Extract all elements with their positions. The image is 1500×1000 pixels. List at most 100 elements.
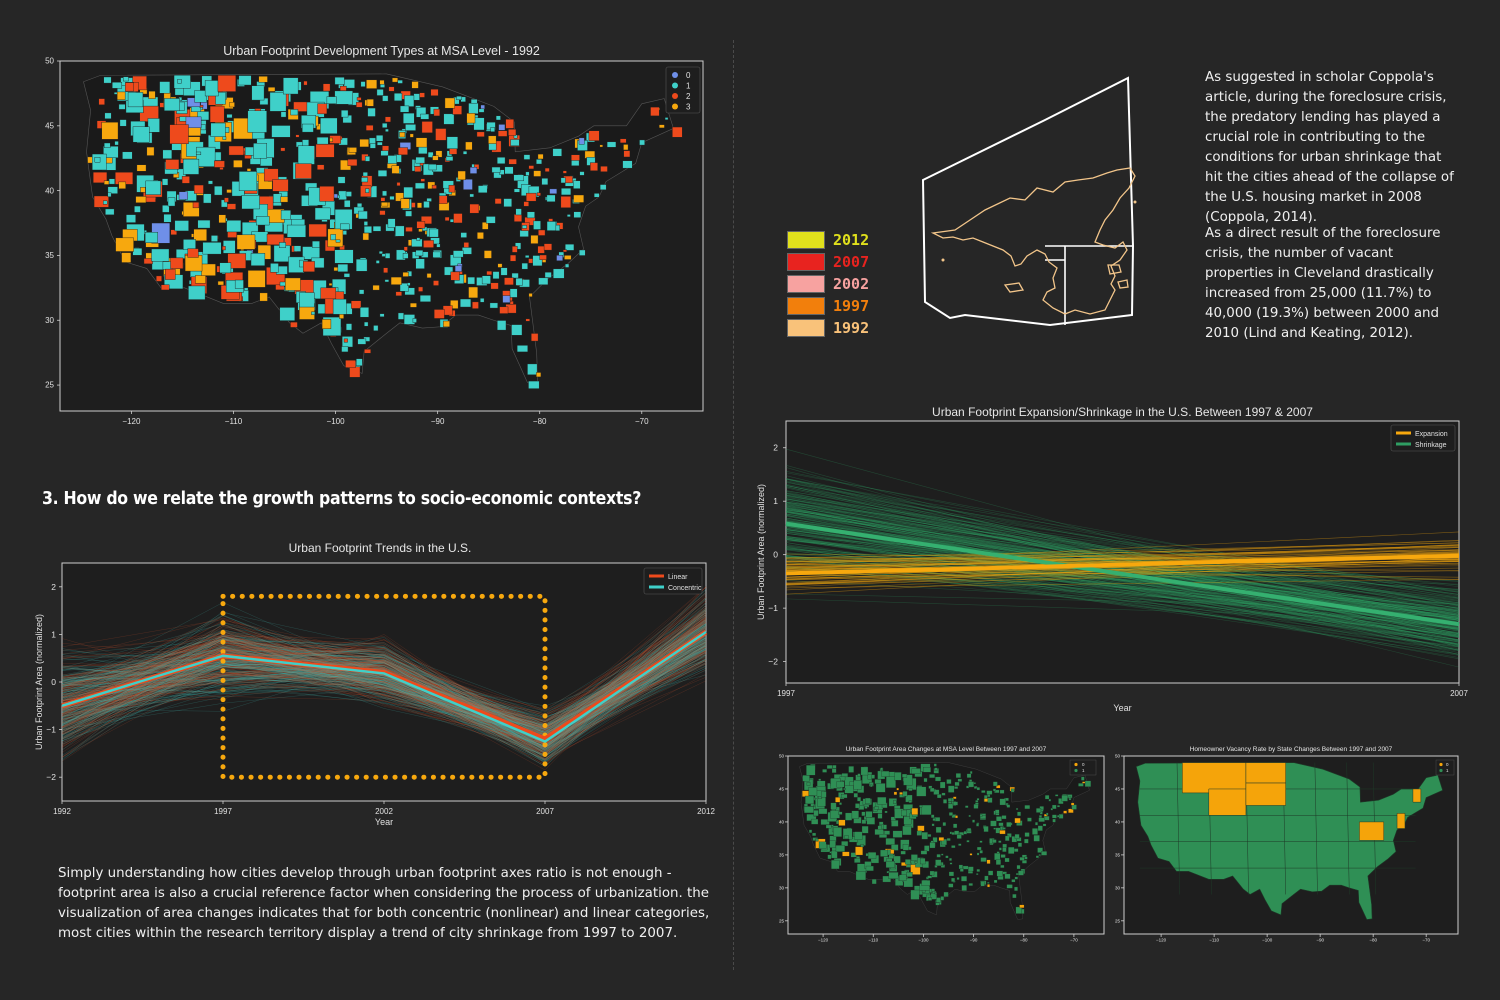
msa-region <box>910 854 918 861</box>
msa-region <box>93 195 109 208</box>
msa-region <box>993 827 996 830</box>
trend-line <box>61 598 707 749</box>
shrinkage-line <box>785 537 1460 634</box>
msa-region <box>348 147 357 153</box>
msa-region <box>952 801 958 806</box>
msa-region <box>314 207 331 220</box>
trend-line <box>61 618 707 741</box>
msa-region <box>922 861 929 868</box>
shrinkage-line <box>785 486 1460 636</box>
trend-line <box>61 649 707 738</box>
msa-region <box>968 781 974 788</box>
trend-line <box>61 591 707 751</box>
msa-region <box>941 792 946 796</box>
msa-region <box>1035 855 1039 859</box>
msa-region <box>888 872 899 879</box>
msa-region <box>497 263 503 268</box>
x-tick-label: −120 <box>122 417 141 426</box>
trend-line <box>61 619 707 736</box>
msa-region <box>877 813 883 819</box>
msa-region <box>973 804 979 809</box>
y-tick-label: −2 <box>46 772 56 782</box>
trend-line <box>61 625 707 730</box>
shrinkage-line <box>785 501 1460 588</box>
shrinkage-line <box>785 494 1460 621</box>
msa-region <box>899 874 907 881</box>
msa-region <box>526 192 537 202</box>
shrinkage-line <box>785 538 1460 605</box>
legend-label: 1 <box>1446 768 1449 773</box>
trend-line <box>61 632 707 746</box>
msa-region <box>403 186 414 199</box>
trend-line <box>61 638 707 725</box>
msa-region <box>443 320 450 328</box>
shrinkage-line <box>785 548 1460 626</box>
msa-region <box>340 223 350 230</box>
x-tick-label: 2007 <box>536 807 554 816</box>
trend-line <box>61 654 707 757</box>
msa-region <box>882 875 891 883</box>
msa-region <box>908 788 913 791</box>
msa-region <box>226 220 242 233</box>
msa-region <box>564 255 572 260</box>
state-highlight <box>1182 762 1247 794</box>
msa-region <box>805 795 815 805</box>
msa-region <box>864 805 868 809</box>
expansion-line <box>785 565 1460 570</box>
msa-region <box>238 75 252 86</box>
trend-line <box>61 604 707 771</box>
msa-region <box>521 262 528 270</box>
year-swatch <box>787 231 825 249</box>
cleveland-island <box>1003 282 1025 293</box>
msa-region <box>939 781 946 789</box>
msa-region <box>178 191 188 200</box>
msa-region <box>308 223 327 238</box>
trend-line <box>61 614 707 760</box>
shrinkage-line <box>785 571 1460 634</box>
expansion-line <box>785 531 1460 565</box>
trend-line <box>61 650 707 759</box>
x-tick-label: −110 <box>225 417 243 426</box>
shrinkage-line <box>785 555 1460 605</box>
shrinkage-line <box>785 525 1460 650</box>
msa-region <box>539 254 547 260</box>
msa-region <box>841 794 848 799</box>
msa-region <box>826 764 833 769</box>
legend-marker <box>672 72 678 78</box>
msa-region <box>473 117 485 131</box>
msa-region <box>136 164 147 172</box>
msa-region <box>813 810 819 817</box>
expansion-line <box>785 570 1460 585</box>
expansion-line <box>785 542 1460 559</box>
msa-region <box>108 178 115 185</box>
msa-region <box>404 95 415 107</box>
state-boundary <box>1176 762 1180 895</box>
shrinkage-line <box>785 536 1460 582</box>
msa-region <box>299 292 315 308</box>
msa-region <box>849 781 854 786</box>
msa-region <box>341 109 349 118</box>
msa-region <box>871 774 875 779</box>
msa-region <box>490 127 495 132</box>
msa-region <box>1006 804 1011 808</box>
msa-region <box>443 113 455 125</box>
shrinkage-line <box>785 526 1460 637</box>
trend-line <box>61 658 707 755</box>
trend-line <box>61 633 707 754</box>
msa-region <box>994 853 1001 861</box>
msa-region <box>339 85 347 91</box>
msa-region <box>366 98 374 107</box>
msa-region <box>1038 854 1041 856</box>
msa-region <box>343 338 348 343</box>
msa-region <box>365 188 370 193</box>
msa-region <box>465 141 473 151</box>
trend-line <box>61 610 707 735</box>
shrinkage-line <box>785 519 1460 621</box>
msa-region <box>930 893 937 900</box>
msa-region <box>192 202 200 209</box>
msa-region <box>941 853 944 856</box>
year-label: 2002 <box>833 275 870 293</box>
shrinkage-line <box>785 485 1460 621</box>
msa-region <box>1004 873 1011 879</box>
msa-region <box>379 313 385 317</box>
